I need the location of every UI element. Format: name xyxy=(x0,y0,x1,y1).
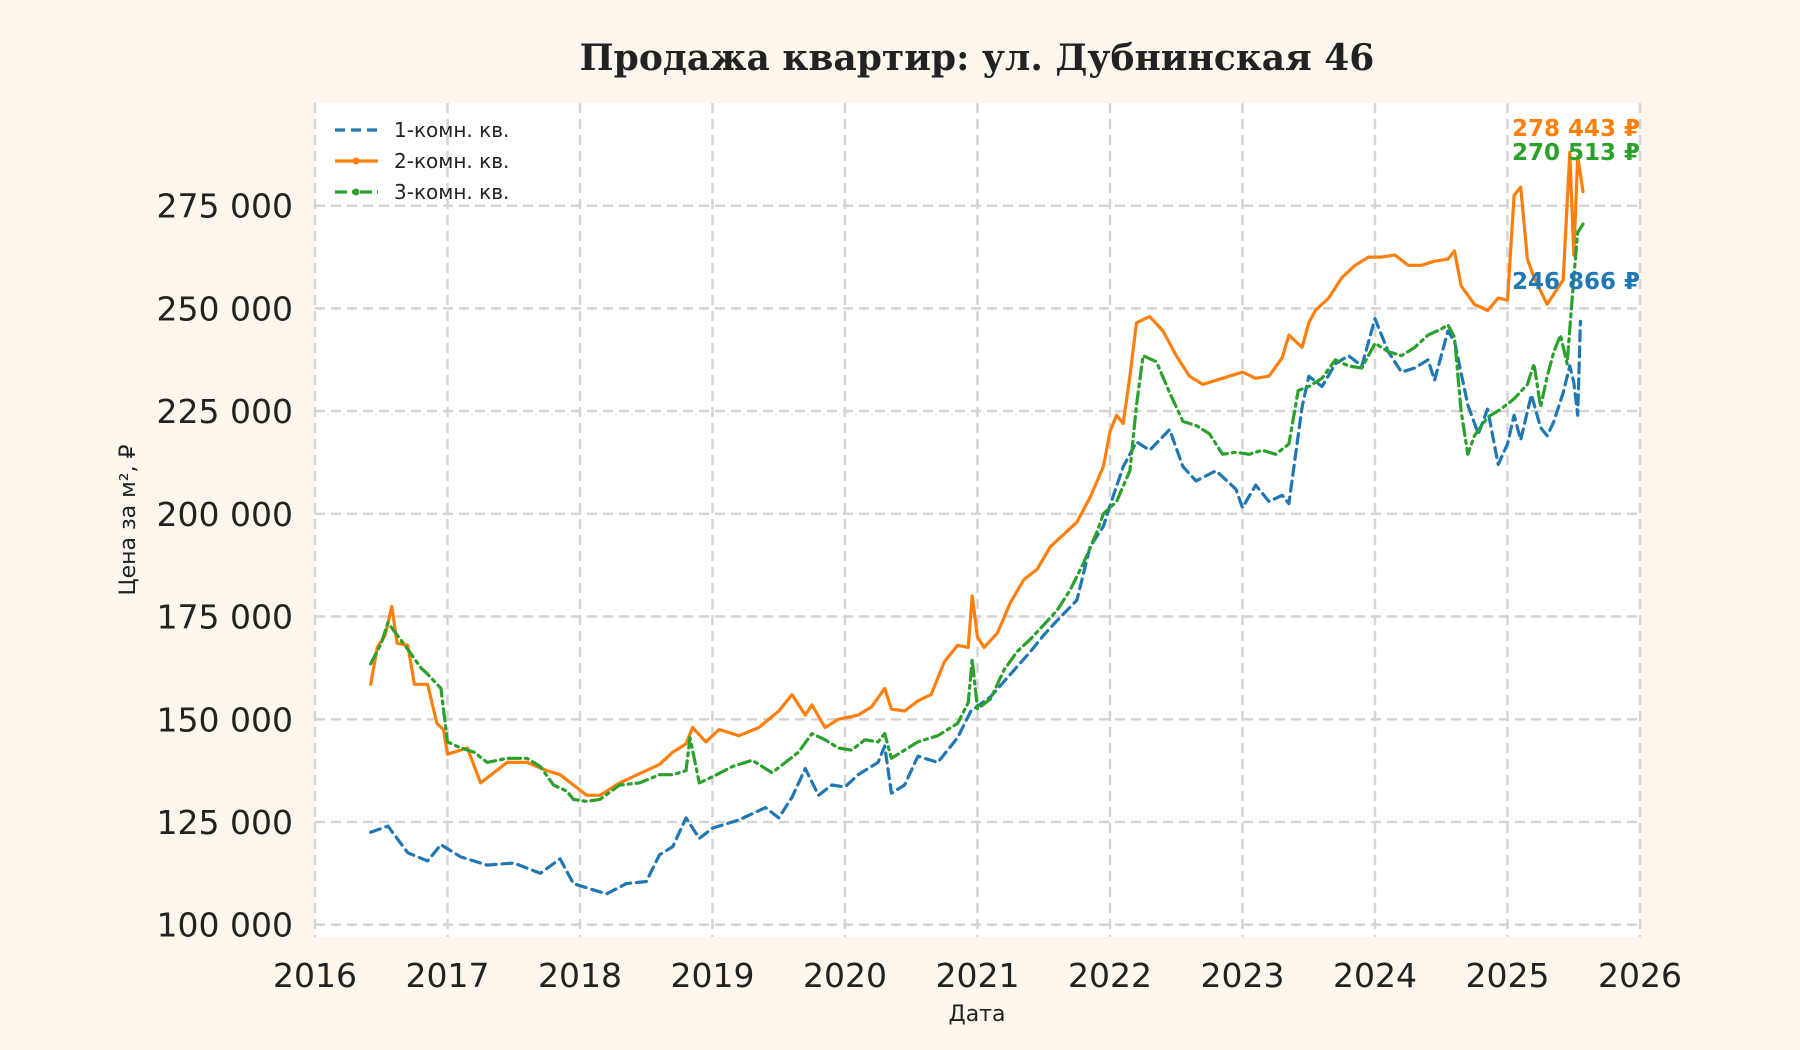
legend-marker xyxy=(352,157,360,165)
y-tick-label: 175 000 xyxy=(157,598,293,637)
legend-marker xyxy=(352,188,360,196)
series-line xyxy=(369,222,1585,803)
y-axis: 100 000 125 000 150 000 175 000 200 000 225 0… xyxy=(157,187,293,945)
y-axis-label: Цена за м², ₽ xyxy=(116,444,141,595)
series-layer xyxy=(369,150,1585,896)
series-line xyxy=(369,317,1582,896)
series-line xyxy=(369,150,1585,797)
legend-label: 2-комн. кв. xyxy=(394,149,509,173)
y-tick-label: 200 000 xyxy=(157,495,293,534)
x-axis: 2016 2017 2018 2019 2020 2021 2022 2023 2024 2025… xyxy=(273,956,1682,995)
y-tick-label: 100 000 xyxy=(157,906,293,945)
x-tick-label: 2017 xyxy=(406,956,490,995)
series-end-value: 278 443 ₽ xyxy=(1512,116,1640,142)
chart-title: Продажа квартир: ул. Дубнинская 46 xyxy=(580,37,1375,79)
x-tick-label: 2019 xyxy=(671,956,755,995)
x-tick-label: 2020 xyxy=(803,956,887,995)
y-tick-label: 275 000 xyxy=(157,187,293,226)
x-tick-label: 2023 xyxy=(1201,956,1285,995)
x-tick-label: 2016 xyxy=(273,956,357,995)
legend: 1-комн. кв. 2-комн. кв. 3-комн. кв. xyxy=(335,118,509,204)
x-tick-label: 2025 xyxy=(1466,956,1550,995)
series-end-value: 270 513 ₽ xyxy=(1512,140,1640,166)
y-tick-label: 125 000 xyxy=(157,803,293,842)
x-tick-label: 2024 xyxy=(1333,956,1417,995)
legend-label: 1-комн. кв. xyxy=(394,118,509,142)
y-tick-label: 250 000 xyxy=(157,289,293,328)
y-tick-label: 225 000 xyxy=(157,392,293,431)
x-tick-label: 2018 xyxy=(538,956,622,995)
end-labels: 246 866 ₽ 278 443 ₽270 513 ₽ xyxy=(1512,116,1640,295)
series-end-value: 246 866 ₽ xyxy=(1512,269,1640,295)
x-tick-label: 2022 xyxy=(1068,956,1152,995)
grid xyxy=(313,103,1642,937)
legend-label: 3-комн. кв. xyxy=(394,180,509,204)
x-axis-label: Дата xyxy=(949,1002,1006,1027)
x-tick-label: 2026 xyxy=(1598,956,1682,995)
x-tick-label: 2021 xyxy=(936,956,1020,995)
y-tick-label: 150 000 xyxy=(157,700,293,739)
